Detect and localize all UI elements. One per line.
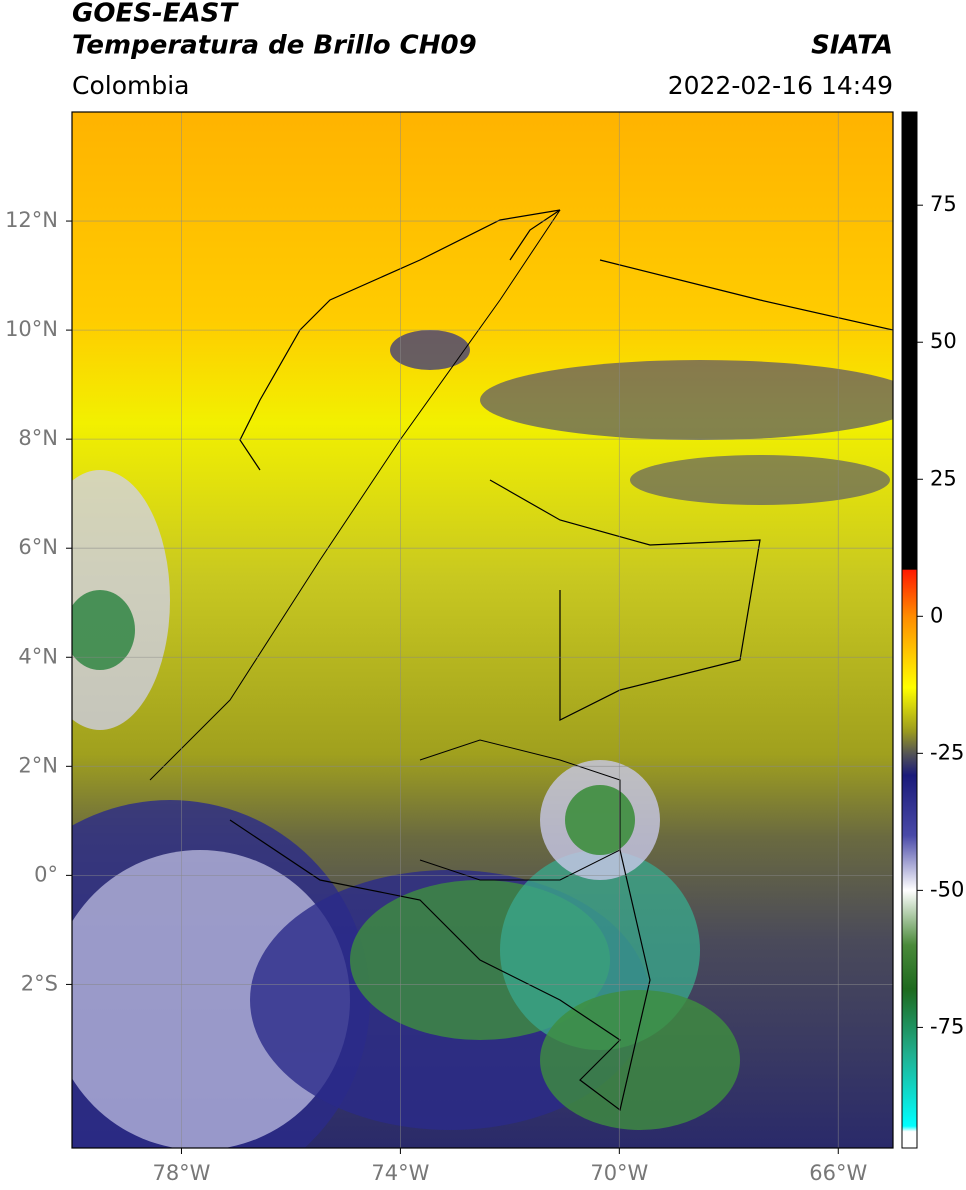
y-tick-label: 12°N — [5, 208, 58, 232]
y-tick-label: 6°N — [18, 535, 58, 559]
y-tick-label: 8°N — [18, 426, 58, 450]
colorbar-tick-label: 75 — [930, 192, 957, 216]
title: GOES-EAST — [72, 0, 239, 29]
colorbar-tick-label: 50 — [930, 329, 957, 353]
colorbar-tick-label: -25 — [930, 740, 964, 764]
colorbar-tick-label: 25 — [930, 466, 957, 490]
x-tick-label: 78°W — [152, 1161, 210, 1185]
source: SIATA — [811, 31, 893, 61]
y-tick-label: 2°S — [21, 971, 58, 995]
satellite-image — [72, 112, 893, 1148]
datetime: 2022-02-16 14:49 — [668, 71, 893, 100]
x-tick-label: 66°W — [809, 1161, 867, 1185]
y-tick-label: 0° — [34, 862, 58, 886]
map-frame — [71, 111, 894, 1149]
colorbar-tick-label: -50 — [930, 877, 964, 901]
y-tick-label: 2°N — [18, 753, 58, 777]
subtitle: Temperatura de Brillo CH09 — [72, 31, 477, 61]
y-tick-label: 10°N — [5, 317, 58, 341]
colorbar — [901, 111, 918, 1149]
region: Colombia — [72, 71, 189, 100]
x-tick-label: 74°W — [371, 1161, 429, 1185]
y-tick-label: 4°N — [18, 644, 58, 668]
x-tick-label: 70°W — [590, 1161, 648, 1185]
colorbar-tick-label: 0 — [930, 603, 943, 627]
colorbar-tick-label: -75 — [930, 1014, 964, 1038]
